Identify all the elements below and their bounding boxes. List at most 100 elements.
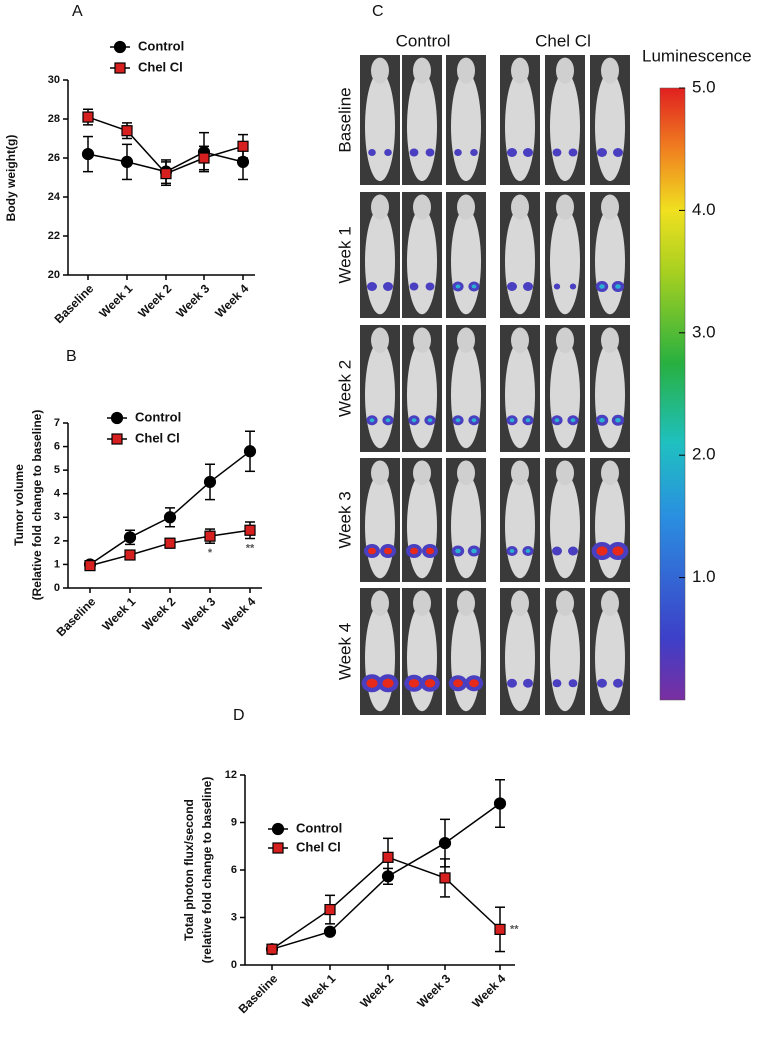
data-point <box>243 445 257 458</box>
data-point <box>323 925 337 938</box>
signal-core <box>525 549 531 553</box>
x-tick-label: Week 3 <box>179 594 218 633</box>
y-tick-label: 26 <box>48 152 60 164</box>
x-tick-label: Week 4 <box>212 281 251 320</box>
mouse-head <box>601 194 619 220</box>
x-tick-label: Baseline <box>52 281 97 326</box>
data-point <box>237 140 249 152</box>
signal <box>523 678 533 688</box>
mouse-body <box>550 604 580 712</box>
data-point <box>494 923 506 935</box>
mouse-body <box>365 341 395 449</box>
signal-core <box>382 678 394 688</box>
signal <box>409 148 419 157</box>
signal-core <box>366 678 378 688</box>
colorbar <box>659 87 686 701</box>
signal <box>568 679 578 688</box>
signal-core <box>455 418 461 423</box>
mouse-body <box>550 208 580 315</box>
signal-core <box>368 547 376 555</box>
data-point <box>160 168 172 180</box>
signal-core <box>471 548 477 554</box>
mouse-head <box>601 57 619 84</box>
signal <box>507 678 517 688</box>
signal <box>613 678 623 688</box>
x-tick-label: Week 1 <box>299 971 338 1010</box>
signal <box>597 678 607 688</box>
mouse-body <box>407 71 437 182</box>
signal <box>409 282 419 291</box>
data-point <box>164 537 176 549</box>
mouse-head <box>371 460 389 486</box>
signal-core <box>570 418 576 423</box>
signal <box>507 282 517 291</box>
mouse-body <box>451 71 481 182</box>
mouse-body <box>407 604 437 712</box>
y-axis-label: (Relative fold change to baseline) <box>30 410 44 601</box>
mouse-head <box>457 327 475 353</box>
y-tick-label: 5 <box>54 464 60 476</box>
data-point <box>493 797 507 810</box>
data-point <box>439 872 451 884</box>
row-label: Week 4 <box>335 623 354 680</box>
mouse-head <box>371 590 389 616</box>
signal-core <box>385 418 391 423</box>
mouse-body <box>451 604 481 712</box>
y-axis-label: Body weight(g) <box>4 135 18 222</box>
y-tick-label: 22 <box>48 230 60 242</box>
signal-core <box>599 417 605 423</box>
legend-marker <box>110 411 124 425</box>
y-axis-label: (relative fold change to baseline) <box>200 777 214 964</box>
mouse-body <box>550 71 580 182</box>
signal <box>425 282 435 291</box>
data-point <box>198 152 210 164</box>
signal-core <box>599 284 605 289</box>
y-tick-label: 6 <box>231 864 237 876</box>
signal <box>523 282 533 291</box>
mouse-body <box>407 474 437 579</box>
signal <box>568 148 578 157</box>
legend-label: Control <box>135 409 181 424</box>
signal <box>552 546 562 556</box>
x-tick-label: Week 2 <box>357 971 396 1010</box>
legend-marker <box>114 62 126 74</box>
y-tick-label: 4 <box>54 488 61 500</box>
legend-label: Control <box>296 820 342 835</box>
data-point <box>203 475 217 489</box>
mouse-head <box>511 460 529 486</box>
data-point <box>124 549 136 561</box>
signal-core <box>455 284 461 289</box>
x-tick-label: Baseline <box>54 594 99 639</box>
mouse-body <box>505 208 535 315</box>
mouse-body <box>595 474 625 579</box>
y-tick-label: 7 <box>54 417 60 429</box>
panel-letter: C <box>372 3 384 20</box>
colorbar-tick-label: 2.0 <box>692 445 716 464</box>
signal-core <box>369 418 375 423</box>
signal-core <box>554 418 560 423</box>
row-label: Week 1 <box>335 226 354 283</box>
signal-core <box>410 547 418 555</box>
colorbar-tick-label: 3.0 <box>692 322 716 341</box>
y-tick-label: 2 <box>54 535 60 547</box>
mouse-body <box>365 71 395 182</box>
data-point <box>204 530 216 542</box>
column-label: Chel Cl <box>535 31 591 50</box>
data-point <box>120 155 134 168</box>
signal <box>553 283 561 290</box>
mouse-head <box>371 327 389 353</box>
signal-core <box>471 284 477 289</box>
y-tick-label: 24 <box>48 191 61 203</box>
y-tick-label: 20 <box>48 269 60 281</box>
signal-core <box>408 678 420 688</box>
mouse-head <box>413 327 431 353</box>
signal <box>613 148 623 157</box>
signal <box>552 148 562 157</box>
y-tick-label: 1 <box>54 558 60 570</box>
significance-label: * <box>208 547 213 559</box>
mouse-head <box>371 194 389 220</box>
signal <box>568 546 578 556</box>
data-point <box>438 836 452 850</box>
x-tick-label: Week 3 <box>414 971 453 1010</box>
